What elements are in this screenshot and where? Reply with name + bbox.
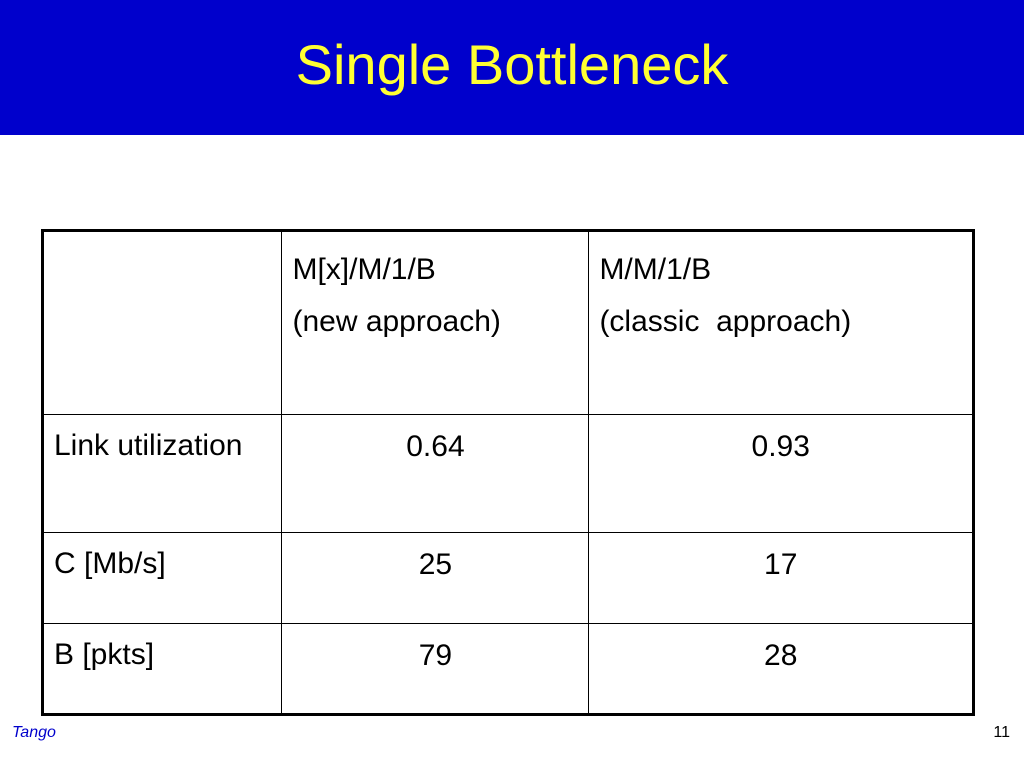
header-new-caption: (new approach) <box>292 305 501 338</box>
cell-buffer-new: 79 <box>281 623 590 715</box>
table-row: Link utilization 0.64 0.93 <box>41 414 974 533</box>
title-band: Single Bottleneck <box>0 0 1024 135</box>
cell-link-utilization-new: 0.64 <box>281 414 590 533</box>
table-row: C [Mb/s] 25 17 <box>41 532 974 624</box>
header-classic-model: M/M/1/B <box>599 253 712 286</box>
cell-link-utilization-classic: 0.93 <box>588 414 974 533</box>
comparison-table: M[x]/M/1/B (new approach) M/M/1/B (class… <box>41 229 975 716</box>
header-new-approach-cell: M[x]/M/1/B (new approach) <box>281 230 590 415</box>
header-classic-caption: (classic approach) <box>599 305 852 338</box>
table-header-row: M[x]/M/1/B (new approach) M/M/1/B (class… <box>41 230 974 415</box>
header-new-model: M[x]/M/1/B <box>292 253 436 286</box>
header-classic-approach-cell: M/M/1/B (classic approach) <box>588 230 974 415</box>
slide-title: Single Bottleneck <box>295 33 729 96</box>
cell-buffer-classic: 28 <box>588 623 974 715</box>
page-number: 11 <box>993 724 1010 741</box>
footer-label: Tango <box>12 724 56 741</box>
header-empty-cell <box>41 230 283 415</box>
cell-capacity-new: 25 <box>281 532 590 624</box>
table-row: B [pkts] 79 28 <box>41 623 974 715</box>
row-label-link-utilization: Link utilization <box>41 414 283 533</box>
row-label-capacity: C [Mb/s] <box>41 532 283 624</box>
cell-capacity-classic: 17 <box>588 532 974 624</box>
row-label-buffer: B [pkts] <box>41 623 283 715</box>
